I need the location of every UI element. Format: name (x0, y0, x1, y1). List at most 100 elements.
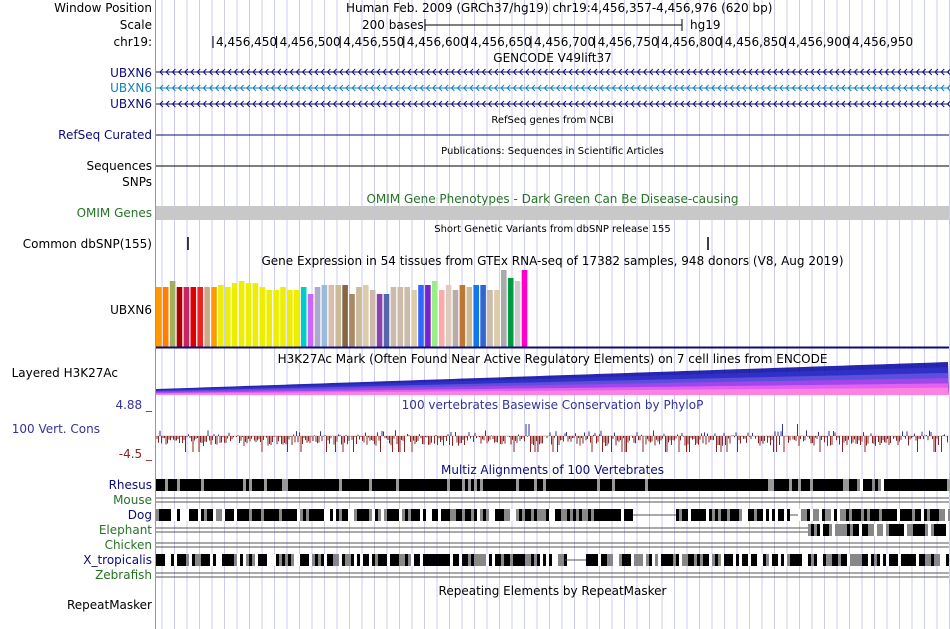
x-tropicalis-block[interactable] (838, 554, 841, 566)
elephant-block[interactable] (907, 524, 910, 536)
dog-block[interactable] (897, 509, 900, 521)
gtex-tissue-bar[interactable] (190, 287, 197, 347)
x-tropicalis-block[interactable] (835, 554, 838, 566)
dog-block[interactable] (261, 509, 264, 521)
x-tropicalis-block[interactable] (162, 554, 165, 566)
x-tropicalis-block[interactable] (916, 554, 919, 566)
rhesus-block[interactable] (216, 479, 219, 491)
x-tropicalis-block[interactable] (303, 554, 306, 566)
dog-block[interactable] (498, 509, 501, 521)
elephant-block[interactable] (853, 524, 856, 536)
gtex-tissue-bar[interactable] (459, 285, 466, 347)
dog-block[interactable] (849, 509, 852, 521)
x-tropicalis-block[interactable] (165, 554, 168, 566)
dog-block[interactable] (195, 509, 198, 521)
x-tropicalis-block[interactable] (504, 554, 507, 566)
x-tropicalis-block[interactable] (519, 554, 522, 566)
gtex-tissue-bar[interactable] (432, 281, 438, 347)
rhesus-block[interactable] (585, 479, 588, 491)
rhesus-block[interactable] (723, 479, 726, 491)
dog-block[interactable] (255, 509, 258, 521)
x-tropicalis-block[interactable] (601, 554, 604, 566)
rhesus-block[interactable] (672, 479, 675, 491)
x-tropicalis-block[interactable] (709, 554, 712, 566)
x-tropicalis-block[interactable] (901, 554, 904, 566)
rhesus-block[interactable] (558, 479, 561, 491)
x-tropicalis-block[interactable] (703, 554, 706, 566)
x-tropicalis-block[interactable] (742, 554, 745, 566)
rhesus-block[interactable] (887, 479, 890, 491)
dog-block[interactable] (933, 509, 936, 521)
x-tropicalis-block[interactable] (315, 554, 318, 566)
rhesus-block[interactable] (345, 479, 348, 491)
dog-block[interactable] (715, 509, 718, 521)
x-tropicalis-block[interactable] (525, 554, 528, 566)
x-tropicalis-block[interactable] (549, 554, 552, 566)
gtex-tissue-bar[interactable] (307, 294, 314, 347)
x-tropicalis-block[interactable] (516, 554, 519, 566)
rhesus-block[interactable] (486, 479, 489, 491)
elephant-block[interactable] (919, 524, 922, 536)
rhesus-block[interactable] (264, 479, 267, 491)
dog-block[interactable] (597, 509, 600, 521)
x-tropicalis-block[interactable] (156, 554, 159, 566)
elephant-block[interactable] (880, 524, 883, 536)
dog-block[interactable] (414, 509, 417, 521)
dog-block[interactable] (207, 509, 210, 521)
dog-block[interactable] (243, 509, 246, 521)
rhesus-block[interactable] (750, 479, 753, 491)
dog-block[interactable] (378, 509, 381, 521)
rhesus-block[interactable] (519, 479, 522, 491)
gtex-tissue-bar[interactable] (342, 285, 348, 347)
dog-block[interactable] (420, 509, 423, 521)
x-tropicalis-block[interactable] (210, 554, 213, 566)
gtex-tissue-bar[interactable] (466, 287, 473, 347)
x-tropicalis-block[interactable] (561, 554, 564, 566)
x-tropicalis-block[interactable] (679, 554, 682, 566)
dog-block[interactable] (546, 509, 549, 521)
rhesus-block[interactable] (249, 479, 252, 491)
dog-block[interactable] (300, 509, 303, 521)
gtex-tissue-bar[interactable] (418, 285, 424, 347)
species-label-elephant[interactable]: Elephant (98, 523, 152, 537)
x-tropicalis-block[interactable] (342, 554, 345, 566)
rhesus-block[interactable] (243, 479, 246, 491)
dog-block[interactable] (736, 509, 739, 521)
h3k27ac-signal-layer[interactable] (156, 387, 949, 395)
rhesus-block[interactable] (321, 479, 324, 491)
x-tropicalis-block[interactable] (387, 554, 390, 566)
gtex-tissue-bar[interactable] (211, 287, 217, 347)
x-tropicalis-block[interactable] (339, 554, 342, 566)
dog-block[interactable] (918, 509, 921, 521)
gtex-tissue-bar[interactable] (349, 294, 355, 347)
x-tropicalis-block[interactable] (751, 554, 754, 566)
dog-block[interactable] (294, 509, 297, 521)
x-tropicalis-block[interactable] (907, 554, 910, 566)
rhesus-block[interactable] (309, 479, 312, 491)
dog-block[interactable] (171, 509, 174, 521)
x-tropicalis-block[interactable] (369, 554, 372, 566)
rhesus-block[interactable] (744, 479, 747, 491)
x-tropicalis-block[interactable] (793, 554, 796, 566)
rhesus-block[interactable] (753, 479, 756, 491)
gtex-tissue-bar[interactable] (487, 290, 493, 347)
x-tropicalis-block[interactable] (279, 554, 282, 566)
rhesus-block[interactable] (159, 479, 162, 491)
rhesus-block[interactable] (881, 479, 884, 491)
rhesus-block[interactable] (866, 479, 869, 491)
rhesus-block[interactable] (177, 479, 180, 491)
dog-block[interactable] (748, 509, 751, 521)
gtex-tissue-bar[interactable] (273, 290, 279, 347)
x-tropicalis-block[interactable] (859, 554, 862, 566)
x-tropicalis-block[interactable] (321, 554, 324, 566)
refseq-track-label[interactable]: RefSeq Curated (58, 128, 152, 142)
x-tropicalis-block[interactable] (186, 554, 189, 566)
rhesus-block[interactable] (273, 479, 276, 491)
gtex-tissue-bar[interactable] (376, 294, 383, 347)
gtex-tissue-bar[interactable] (197, 287, 203, 347)
rhesus-block[interactable] (920, 479, 923, 491)
dog-block[interactable] (924, 509, 927, 521)
dog-block[interactable] (471, 509, 474, 521)
x-tropicalis-block[interactable] (522, 554, 525, 566)
rhesus-block[interactable] (417, 479, 420, 491)
